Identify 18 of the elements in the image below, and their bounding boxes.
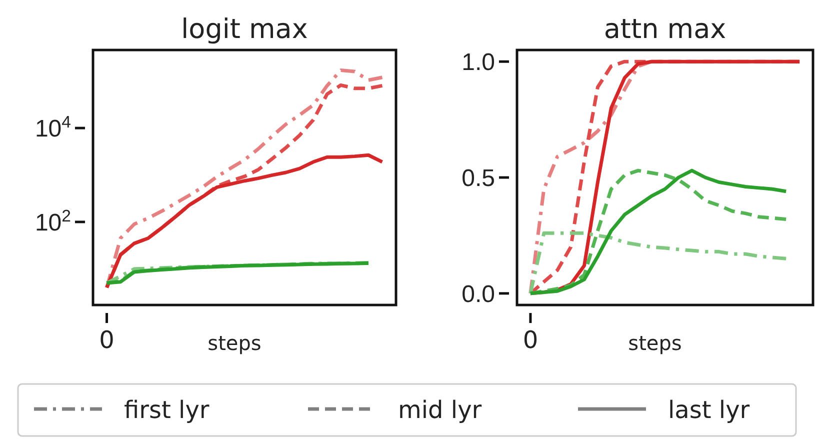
y-tick-label: 0.0	[462, 280, 495, 308]
x-axis-title: steps	[628, 331, 682, 355]
chart-title: logit max	[181, 14, 308, 45]
line-series	[528, 168, 788, 296]
y-tick-label: 1.0	[462, 48, 495, 76]
y-tick-label: 10$^{2}$	[34, 206, 71, 236]
y-tick-label: 10$^{4}$	[34, 112, 71, 142]
line-series	[528, 231, 788, 296]
text: mid lyr	[398, 396, 482, 424]
line-series	[105, 261, 370, 285]
text: 0	[522, 326, 538, 354]
y-tick-label: 0.5	[462, 164, 495, 192]
chart-title: attn max	[604, 14, 726, 45]
text: first lyr	[124, 396, 210, 424]
text: 0	[99, 326, 114, 354]
x-axis-title: steps	[208, 331, 262, 355]
text: last lyr	[668, 396, 750, 424]
line-series	[105, 153, 384, 290]
